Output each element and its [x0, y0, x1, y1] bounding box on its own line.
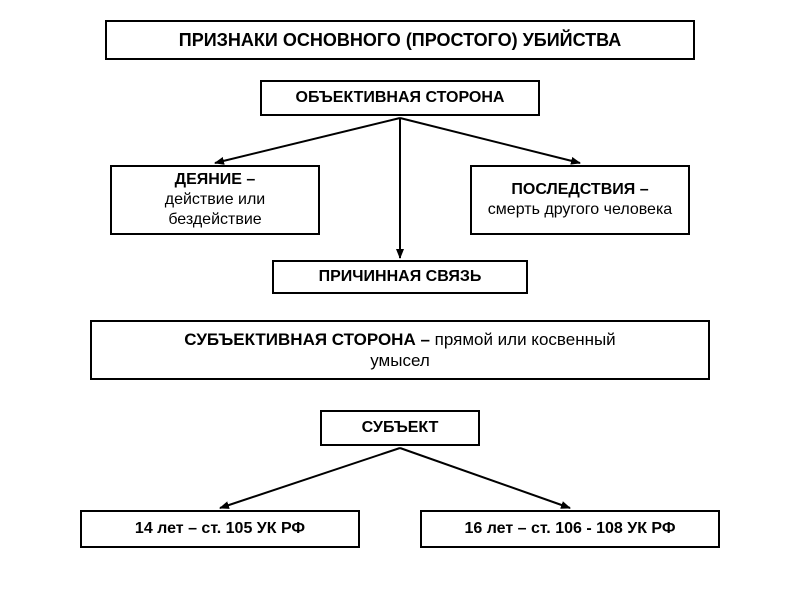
subjective-title: СУБЪЕКТИВНАЯ СТОРОНА – — [184, 330, 430, 349]
consequence-sub: смерть другого человека — [488, 200, 672, 220]
age14-text: 14 лет – ст. 105 УК РФ — [135, 519, 305, 539]
edge-objective-to-act — [215, 118, 400, 163]
node-subjective-side: СУБЪЕКТИВНАЯ СТОРОНА – прямой или косвен… — [90, 320, 710, 380]
causal-text: ПРИЧИННАЯ СВЯЗЬ — [319, 267, 482, 287]
act-title: ДЕЯНИЕ – — [175, 170, 256, 190]
subjective-line1: СУБЪЕКТИВНАЯ СТОРОНА – прямой или косвен… — [184, 329, 615, 350]
objective-text: ОБЪЕКТИВНАЯ СТОРОНА — [296, 88, 505, 108]
node-title: ПРИЗНАКИ ОСНОВНОГО (ПРОСТОГО) УБИЙСТВА — [105, 20, 695, 60]
subject-text: СУБЪЕКТ — [362, 418, 439, 438]
node-age-16: 16 лет – ст. 106 - 108 УК РФ — [420, 510, 720, 548]
edge-subject-to-age14 — [220, 448, 400, 508]
node-consequence: ПОСЛЕДСТВИЯ – смерть другого человека — [470, 165, 690, 235]
act-sub: действие или бездействие — [120, 190, 310, 230]
consequence-title: ПОСЛЕДСТВИЯ – — [511, 180, 648, 200]
edge-subject-to-age16 — [400, 448, 570, 508]
edge-objective-to-consequence — [400, 118, 580, 163]
diagram-stage: ПРИЗНАКИ ОСНОВНОГО (ПРОСТОГО) УБИЙСТВА О… — [0, 0, 800, 600]
age16-text: 16 лет – ст. 106 - 108 УК РФ — [464, 519, 675, 539]
node-objective-side: ОБЪЕКТИВНАЯ СТОРОНА — [260, 80, 540, 116]
node-causal-link: ПРИЧИННАЯ СВЯЗЬ — [272, 260, 528, 294]
node-age-14: 14 лет – ст. 105 УК РФ — [80, 510, 360, 548]
subjective-sub2: умысел — [370, 350, 430, 371]
title-text: ПРИЗНАКИ ОСНОВНОГО (ПРОСТОГО) УБИЙСТВА — [179, 29, 621, 52]
node-act: ДЕЯНИЕ – действие или бездействие — [110, 165, 320, 235]
node-subject: СУБЪЕКТ — [320, 410, 480, 446]
subjective-sub1: прямой или косвенный — [435, 330, 616, 349]
